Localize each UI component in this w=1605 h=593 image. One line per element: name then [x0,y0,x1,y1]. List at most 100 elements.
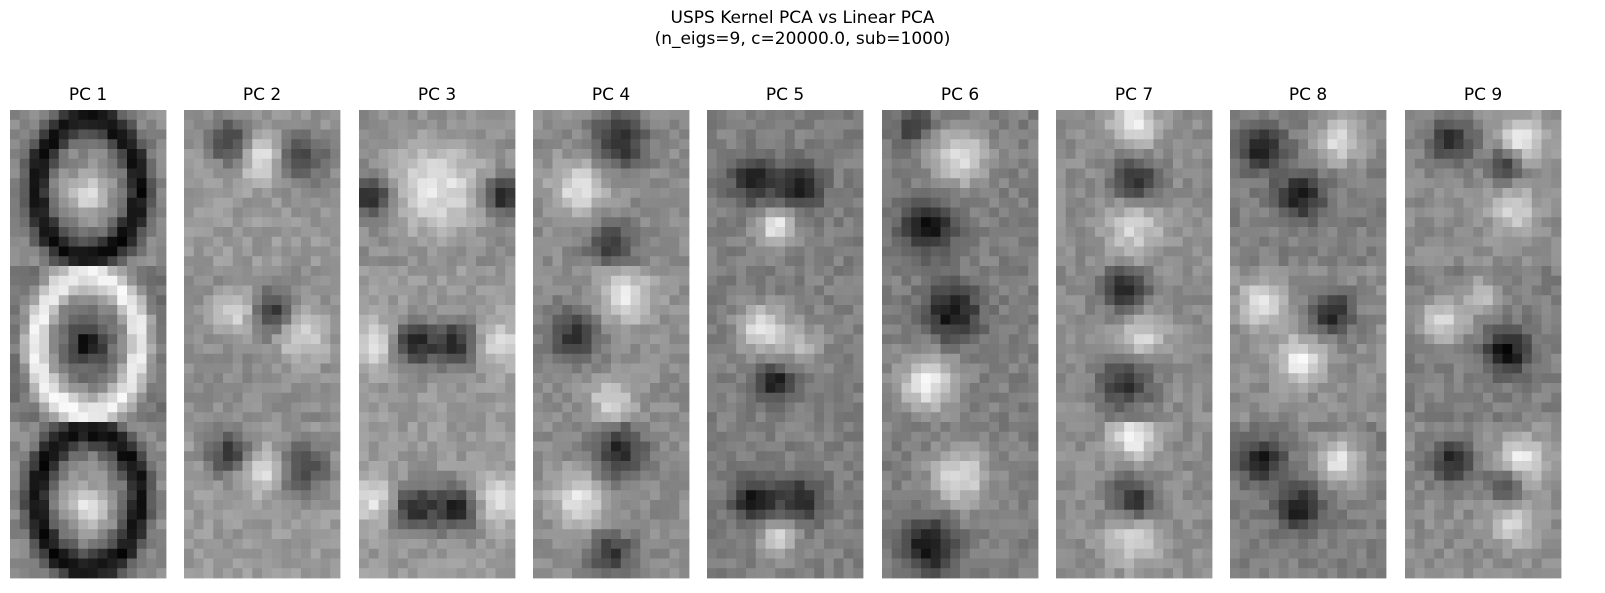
pixel-cell [650,480,661,491]
pixel-cell [979,227,990,238]
pixel-cell [417,558,428,569]
pixel-cell [882,441,893,452]
pixel-cell [581,275,592,286]
pixel-cell [969,529,980,540]
pixel-cell [716,490,727,501]
pixel-cell [882,470,893,481]
pixel-cell [601,119,612,130]
pixel-cell [466,139,477,150]
pixel-cell [378,344,389,355]
pixel-cell [398,314,409,325]
pixel-cell [203,383,214,394]
panel-pc-6: PC 6 [882,85,1039,579]
pixel-cell [495,305,506,316]
pixel-cell [824,188,835,199]
pixel-cell [359,548,370,559]
pixel-cell [669,509,680,520]
pixel-cell [417,207,428,218]
pixel-cell [97,129,108,140]
pixel-cell [833,158,844,169]
pixel-cell [19,168,30,179]
pixel-cell [716,158,727,169]
pixel-cell [940,285,951,296]
pixel-cell [853,529,864,540]
pixel-cell [804,529,815,540]
pixel-cell [223,207,234,218]
pixel-cell [833,519,844,530]
pixel-cell [330,353,341,364]
pixel-cell [611,334,622,345]
pixel-cell [882,519,893,530]
pixel-cell [1018,470,1029,481]
pixel-cell [736,324,747,335]
pixel-cell [911,480,922,491]
pixel-cell [1202,178,1213,189]
pixel-cell [533,188,544,199]
pixel-cell [291,227,302,238]
pixel-cell [203,402,214,413]
pixel-cell [1018,334,1029,345]
pixel-cell [833,275,844,286]
pixel-cell [581,431,592,442]
pixel-cell [794,236,805,247]
pixel-cell [542,236,553,247]
pixel-cell [29,158,40,169]
pixel-cell [242,285,253,296]
pixel-cell [989,178,1000,189]
pixel-cell [78,461,89,472]
pixel-cell [611,227,622,238]
pixel-cell [640,509,651,520]
pixel-cell [911,373,922,384]
pixel-cell [1124,217,1135,228]
pixel-cell [271,236,282,247]
pixel-cell [707,383,718,394]
pixel-cell [969,402,980,413]
pixel-cell [136,197,147,208]
component-image [707,266,864,423]
pixel-cell [127,129,138,140]
pixel-cell [213,139,224,150]
pixel-cell [301,500,312,511]
pixel-cell [252,197,263,208]
pixel-cell [378,119,389,130]
pixel-cell [901,383,912,394]
pixel-cell [843,256,854,267]
pixel-cell [601,275,612,286]
pixel-cell [407,168,418,179]
pixel-cell [620,305,631,316]
pixel-cell [755,197,766,208]
pixel-cell [659,110,670,121]
pixel-cell [407,285,418,296]
pixel-cell [833,285,844,296]
pixel-cell [485,529,496,540]
pixel-cell [495,431,506,442]
pixel-cell [716,353,727,364]
pixel-cell [620,383,631,394]
pixel-cell [611,149,622,160]
pixel-cell [1065,305,1076,316]
pixel-cell [1018,441,1029,452]
pixel-cell [291,188,302,199]
pixel-cell [281,178,292,189]
pixel-cell [736,129,747,140]
pixel-cell [232,344,243,355]
pixel-cell [1085,266,1096,277]
pixel-cell [407,431,418,442]
pixel-cell [755,295,766,306]
pixel-cell [552,363,563,374]
pixel-cell [562,548,573,559]
pixel-cell [775,266,786,277]
pixel-cell [58,197,69,208]
pixel-cell [736,558,747,569]
pixel-cell [979,207,990,218]
pixel-cell [804,275,815,286]
pixel-cell [746,529,757,540]
pixel-cell [107,197,118,208]
pixel-cell [785,314,796,325]
pixel-cell [1182,314,1193,325]
pixel-cell [542,158,553,169]
pixel-cell [88,139,99,150]
pixel-cell [10,568,21,579]
pixel-cell [223,217,234,228]
pixel-cell [68,285,79,296]
